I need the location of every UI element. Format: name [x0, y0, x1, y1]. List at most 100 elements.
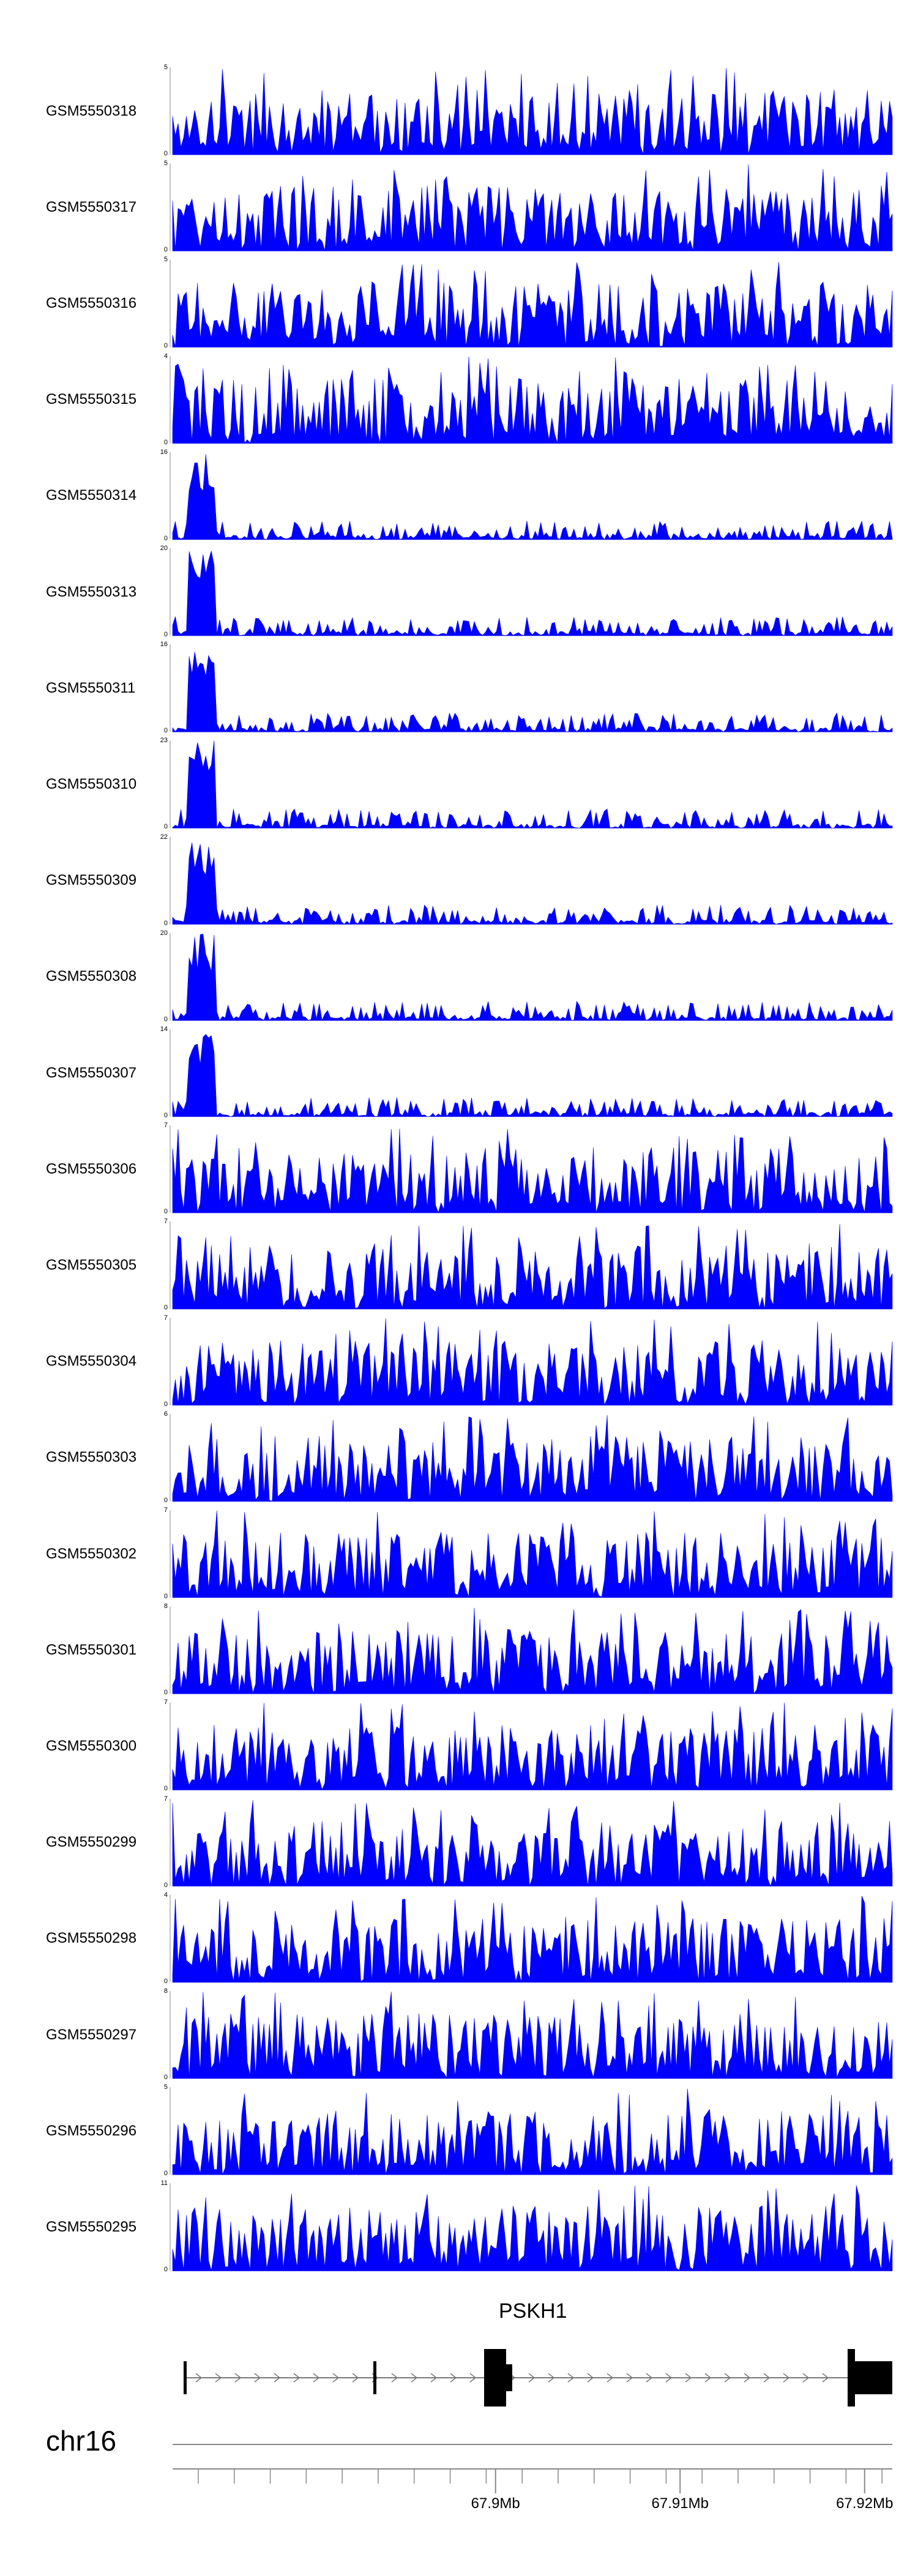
- track-label: GSM5550302: [46, 1545, 137, 1562]
- strand-arrow: [646, 2373, 653, 2383]
- track-label: GSM5550305: [46, 1256, 137, 1273]
- coverage-area: [172, 68, 893, 155]
- strand-arrow: [822, 2373, 829, 2383]
- track-label: GSM5550309: [46, 872, 137, 889]
- strand-arrow: [391, 2373, 398, 2383]
- y-max-label: 4: [163, 1891, 168, 1899]
- gene-exon: [484, 2349, 506, 2407]
- y-max-label: 4: [163, 352, 168, 360]
- gene-exon: [373, 2361, 376, 2394]
- gene-label: PSKH1: [499, 2299, 567, 2323]
- strand-arrow: [744, 2373, 751, 2383]
- strand-arrow: [234, 2373, 242, 2383]
- y-min-label: 0: [163, 823, 168, 831]
- track-label: GSM5550295: [46, 2218, 137, 2235]
- coverage-area: [172, 262, 893, 348]
- y-max-label: 16: [160, 448, 168, 456]
- track-label: GSM5550310: [46, 775, 137, 792]
- coverage-area: [172, 1318, 893, 1406]
- coverage-area: [172, 164, 893, 251]
- gene-exon: [184, 2361, 187, 2394]
- track-label: GSM5550308: [46, 968, 137, 985]
- coverage-area: [172, 2088, 893, 2175]
- coverage-area: [172, 1992, 893, 2079]
- strand-arrow: [195, 2373, 203, 2383]
- y-max-label: 7: [163, 1795, 168, 1803]
- y-max-label: 7: [163, 1699, 168, 1707]
- track-label: GSM5550313: [46, 583, 137, 600]
- y-min-label: 0: [163, 150, 168, 157]
- coverage-area: [172, 934, 893, 1021]
- track-label: GSM5550316: [46, 294, 137, 311]
- track-label: GSM5550301: [46, 1641, 137, 1658]
- track-label: GSM5550297: [46, 2026, 137, 2043]
- y-max-label: 5: [163, 2083, 168, 2091]
- x-tick-label: 67.9Mb: [471, 2495, 520, 2512]
- y-max-label: 16: [160, 641, 168, 649]
- track-label: GSM5550311: [46, 679, 136, 696]
- coverage-area: [172, 1702, 893, 1790]
- strand-arrow: [293, 2373, 300, 2383]
- y-min-label: 0: [163, 2170, 168, 2178]
- track-label: GSM5550304: [46, 1353, 137, 1370]
- track-label: GSM5550306: [46, 1160, 137, 1177]
- coverage-area: [172, 454, 893, 540]
- y-max-label: 5: [163, 64, 168, 71]
- y-max-label: 8: [163, 1987, 168, 1995]
- strand-arrow: [587, 2373, 594, 2383]
- strand-arrow: [450, 2373, 457, 2383]
- strand-arrow: [469, 2373, 477, 2383]
- strand-arrow: [254, 2373, 261, 2383]
- y-max-label: 6: [163, 1410, 168, 1418]
- strand-arrow: [763, 2373, 771, 2383]
- coverage-area: [172, 652, 893, 732]
- track-label: GSM5550299: [46, 1834, 137, 1851]
- track-label: GSM5550314: [46, 487, 137, 504]
- strand-arrow: [548, 2373, 555, 2383]
- strand-arrow: [430, 2373, 438, 2383]
- strand-arrow: [685, 2373, 692, 2383]
- coverage-area: [172, 1128, 893, 1213]
- y-min-label: 0: [163, 919, 168, 927]
- coverage-area: [172, 1607, 893, 1694]
- y-min-label: 0: [163, 727, 168, 735]
- y-max-label: 7: [163, 1314, 168, 1322]
- y-max-label: 7: [163, 1218, 168, 1226]
- strand-arrow: [352, 2373, 359, 2383]
- coverage-area: [172, 1510, 893, 1598]
- y-min-label: 0: [163, 246, 168, 254]
- strand-arrow: [274, 2373, 281, 2383]
- strand-arrow: [313, 2373, 320, 2383]
- coverage-area: [172, 1896, 893, 1983]
- track-label: GSM5550303: [46, 1449, 137, 1466]
- y-min-label: 0: [163, 1496, 168, 1504]
- strand-arrow: [567, 2373, 575, 2383]
- y-min-label: 0: [163, 2266, 168, 2274]
- y-min-label: 0: [163, 1400, 168, 1408]
- y-max-label: 7: [163, 1122, 168, 1130]
- y-min-label: 0: [163, 1689, 168, 1697]
- track-label: GSM5550307: [46, 1064, 137, 1081]
- coverage-area: [172, 551, 893, 636]
- y-min-label: 0: [163, 1593, 168, 1600]
- y-max-label: 7: [163, 1506, 168, 1514]
- chromosome-label: chr16: [46, 2425, 117, 2457]
- y-min-label: 0: [163, 534, 168, 542]
- gene-exon: [506, 2364, 512, 2391]
- strand-arrow: [704, 2373, 712, 2383]
- y-min-label: 0: [163, 342, 168, 350]
- y-min-label: 0: [163, 1881, 168, 1889]
- coverage-area: [172, 1800, 893, 1887]
- y-max-label: 20: [160, 545, 168, 552]
- y-min-label: 0: [163, 1208, 168, 1216]
- coverage-area: [172, 842, 893, 925]
- strand-arrow: [215, 2373, 222, 2383]
- coverage-area: [172, 1033, 893, 1117]
- y-max-label: 8: [163, 1603, 168, 1610]
- strand-arrow: [528, 2373, 536, 2383]
- y-max-label: 5: [163, 160, 168, 168]
- track-label: GSM5550298: [46, 1930, 137, 1947]
- y-max-label: 5: [163, 256, 168, 264]
